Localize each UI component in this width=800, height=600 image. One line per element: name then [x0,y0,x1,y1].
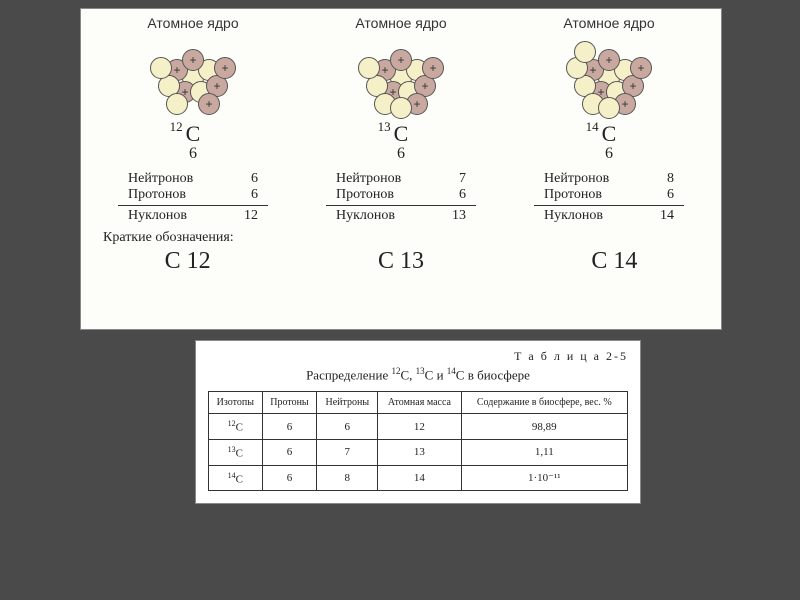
table-number: Т а б л и ц а 2-5 [208,349,628,364]
proton: + [390,49,412,71]
short-notation-row: C 12 C 13 C 14 [81,248,721,275]
short-c12: C 12 [165,248,211,275]
proton: + [182,49,204,71]
neutron [390,97,412,119]
isotope-c14: Атомное ядро ++++++ 14C 6 Нейтронов8 Про… [509,15,709,224]
table-row: 12C 6 6 12 98,89 [209,414,628,440]
isotope-diagram-panel: Атомное ядро + + + + + + 12C 6 Нейтронов6 Про… [80,8,722,330]
short-c13: C 13 [378,248,424,275]
distribution-table: Изотопы Протоны Нейтроны Атомная масса С… [208,391,628,491]
isotope-symbol: 14C 6 [509,121,709,167]
isotopes-row: Атомное ядро + + + + + + 12C 6 Нейтронов6 Про… [81,9,721,224]
isotope-c12: Атомное ядро ++++++ 12C 6 Нейтронов6 Про… [93,15,293,224]
isotope-c13: Атомное ядро ++++++ 13C 6 Нейтронов7 Про… [301,15,501,224]
nucleus-c12: ++++++ [148,37,238,117]
proton: + [630,57,652,79]
distribution-table-panel: Т а б л и ц а 2-5 Распределение 12C, 13C… [195,340,641,504]
nucleus-title: Атомное ядро [509,15,709,31]
isotope-symbol: 13C 6 [301,121,501,167]
table-row: 14C 6 8 14 1·10⁻¹¹ [209,465,628,491]
nucleus-c13: ++++++ [356,37,446,117]
short-notation-label: Краткие обозначения: [81,230,721,246]
table-header-row: Изотопы Протоны Нейтроны Атомная масса С… [209,392,628,414]
neutron [150,57,172,79]
table-row: 13C 6 7 13 1,11 [209,439,628,465]
proton: + [422,57,444,79]
short-c14: C 14 [591,248,637,275]
proton: + [214,57,236,79]
proton: + [198,93,220,115]
nucleus-c14: ++++++ [564,37,654,117]
nucleon-counts: Нейтронов7 Протонов6 Нуклонов13 [326,171,476,224]
table-caption: Распределение 12C, 13C и 14C в биосфере [208,366,628,383]
nucleon-counts: Нейтронов8 Протонов6 Нуклонов14 [534,171,684,224]
isotope-symbol: 12C 6 [93,121,293,167]
neutron [598,97,620,119]
nucleon-counts: Нейтронов6 Протонов6 Нуклонов12 [118,171,268,224]
nucleus-title: Атомное ядро [301,15,501,31]
nucleus-title: Атомное ядро [93,15,293,31]
neutron [358,57,380,79]
neutron [166,93,188,115]
proton: + [598,49,620,71]
neutron [574,41,596,63]
